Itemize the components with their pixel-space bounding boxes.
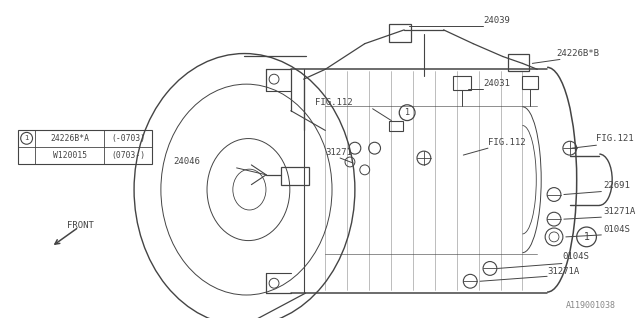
Text: FIG.112: FIG.112 xyxy=(488,138,525,147)
Text: 1: 1 xyxy=(584,232,589,242)
Text: 24226B*A: 24226B*A xyxy=(51,134,90,143)
Text: 31271: 31271 xyxy=(325,148,352,156)
Bar xyxy=(389,24,411,42)
Text: W120015: W120015 xyxy=(53,151,87,160)
Text: 31271A: 31271A xyxy=(604,207,636,216)
Text: 24226B*B: 24226B*B xyxy=(556,49,599,58)
Text: 1: 1 xyxy=(404,108,410,117)
Text: 24039: 24039 xyxy=(483,15,510,25)
Text: 22691: 22691 xyxy=(604,181,630,190)
Bar xyxy=(18,131,152,164)
Text: FIG.112: FIG.112 xyxy=(316,98,353,107)
Text: 24031: 24031 xyxy=(483,79,510,88)
Text: FRONT: FRONT xyxy=(67,220,94,229)
Bar xyxy=(508,53,529,71)
Bar xyxy=(389,121,403,132)
Text: FIG.121: FIG.121 xyxy=(596,134,634,143)
Text: (0703-): (0703-) xyxy=(111,151,145,160)
Text: (-0703): (-0703) xyxy=(111,134,145,143)
Text: 0104S: 0104S xyxy=(562,252,589,261)
Text: 1: 1 xyxy=(24,135,29,141)
Text: 0104S: 0104S xyxy=(604,225,630,234)
Bar xyxy=(454,76,471,90)
Bar xyxy=(281,167,308,185)
Text: A119001038: A119001038 xyxy=(566,301,616,310)
Bar xyxy=(522,76,538,89)
Text: 31271A: 31271A xyxy=(547,267,579,276)
Text: 24046: 24046 xyxy=(173,157,200,166)
